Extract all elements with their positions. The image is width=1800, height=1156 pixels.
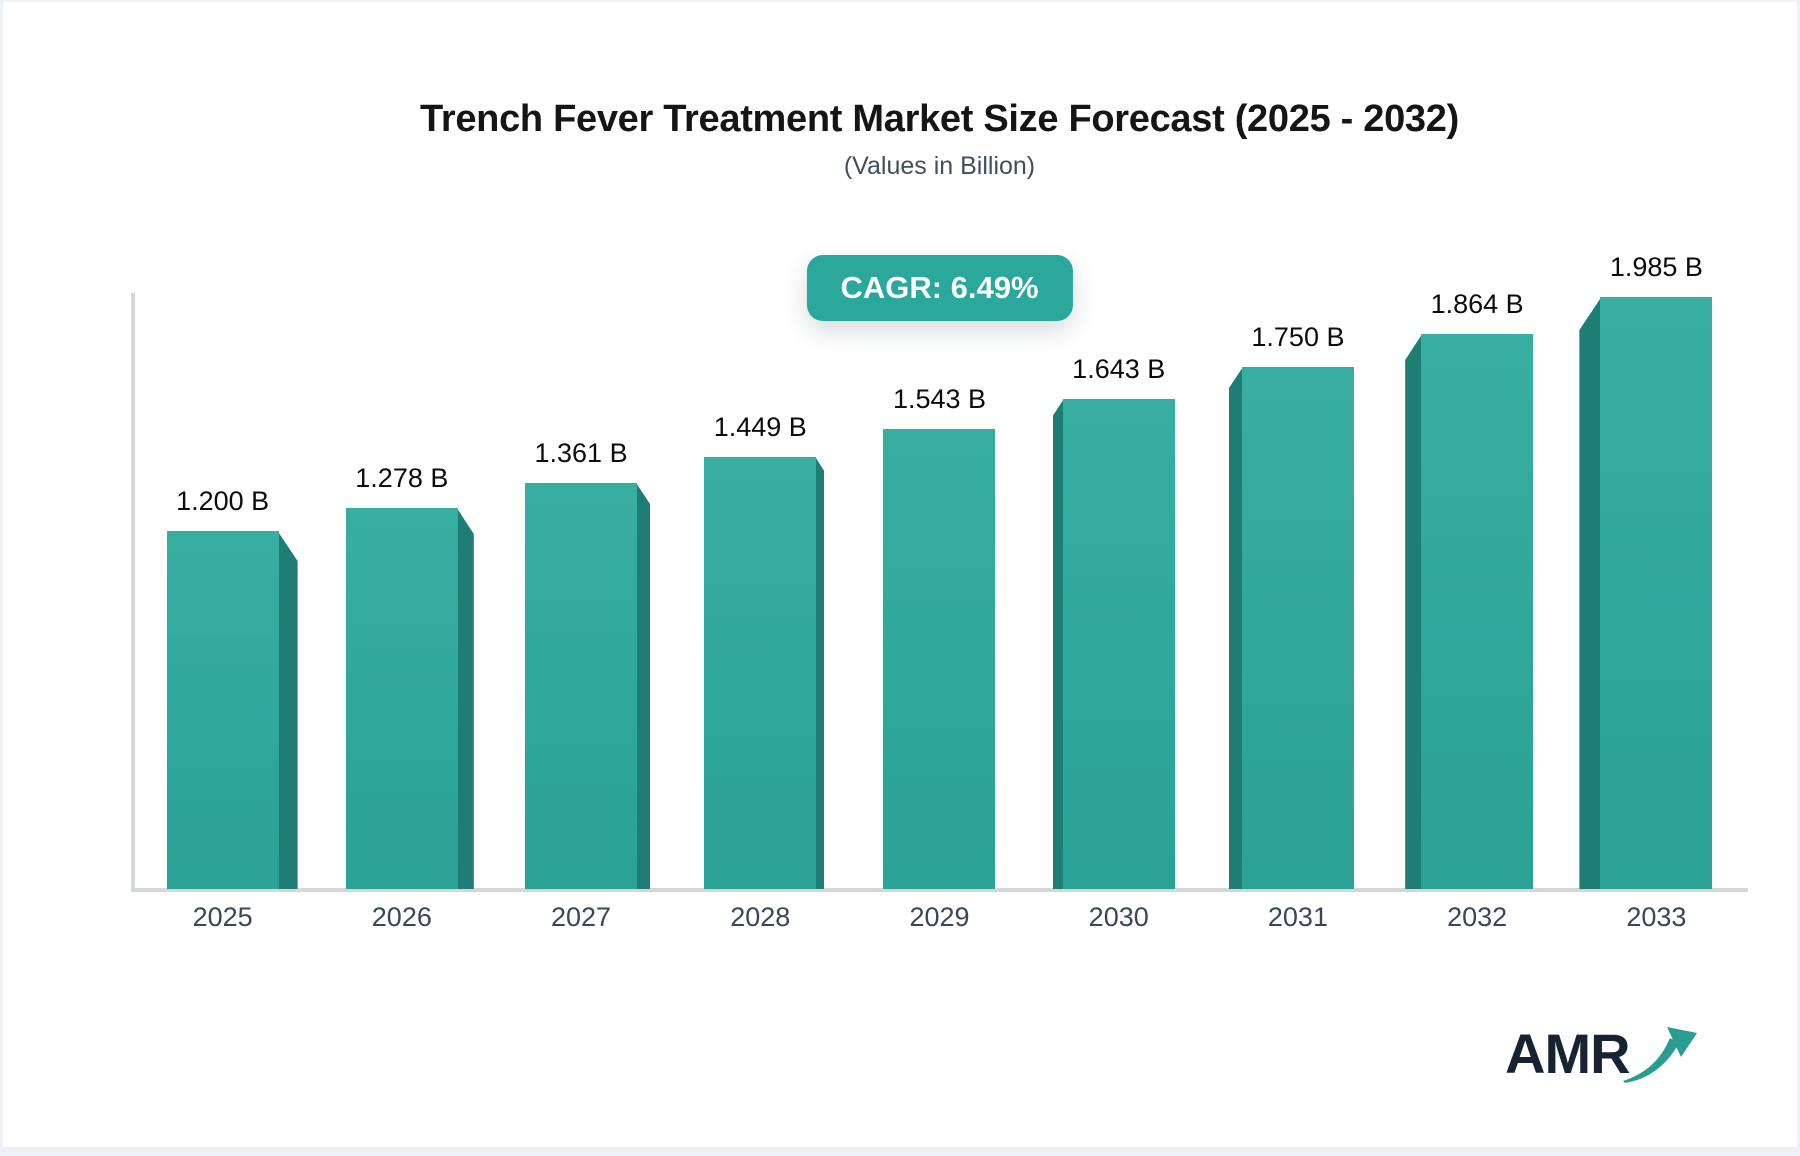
bar-side-2033 [1579, 297, 1602, 889]
bar-side-2028 [815, 457, 825, 889]
amr-logo-arrow-icon [1623, 1027, 1697, 1083]
bar-2027[interactable] [525, 483, 638, 889]
x-tick-2031: 2031 [1267, 902, 1328, 932]
plot-area: 1.200 B 2025 1.278 B 2026 1.361 B 2027 1.449 B… [131, 252, 1748, 932]
bar-2025[interactable] [166, 531, 279, 889]
amr-logo-text: AMR [1505, 1022, 1631, 1085]
bar-2031[interactable] [1241, 367, 1354, 889]
value-label-2032: 1.864 B [1430, 289, 1524, 319]
value-label-2026: 1.278 B [355, 463, 449, 493]
bar-2033[interactable] [1600, 297, 1713, 889]
bar-side-2027 [636, 483, 651, 889]
y-axis-line [131, 293, 135, 889]
x-axis-line [131, 888, 1748, 892]
bar-2030[interactable] [1062, 399, 1175, 889]
cagr-badge: CAGR: 6.49% [806, 255, 1073, 321]
bar-side-2030 [1052, 399, 1064, 889]
value-label-2029: 1.543 B [892, 384, 987, 414]
x-tick-2025: 2025 [192, 902, 253, 932]
arrow-tail [1623, 1038, 1679, 1083]
x-tick-2027: 2027 [551, 902, 612, 932]
amr-logo[interactable]: AMR [1505, 1021, 1697, 1091]
bar-group-2032: 1.864 B 2032 [1388, 289, 1567, 932]
x-tick-2028: 2028 [730, 902, 791, 932]
page-title: Trench Fever Treatment Market Size Forec… [420, 98, 1459, 140]
x-tick-2029: 2029 [909, 902, 970, 932]
bar-side-2025 [277, 531, 298, 889]
bar-side-2032 [1405, 334, 1423, 889]
chart-card: Trench Fever Treatment Market Size Forec… [3, 2, 1797, 1147]
bar-2032[interactable] [1421, 334, 1534, 889]
bar-group-2033: 1.985 B 2033 [1567, 252, 1746, 932]
bar-group-2026: 1.278 B 2026 [312, 293, 491, 932]
value-label-2028: 1.449 B [713, 412, 807, 442]
arrow-head [1667, 1027, 1697, 1057]
value-label-2031: 1.750 B [1251, 322, 1345, 352]
bar-group-2029: 1.543 B 2029 [850, 293, 1029, 932]
bar-group-2028: 1.449 B 2028 [671, 293, 850, 932]
page-subtitle: (Values in Billion) [843, 152, 1036, 180]
bar-group-2031: 1.750 B 2031 [1208, 293, 1387, 932]
value-label-2025: 1.200 B [176, 486, 270, 516]
bar-side-2026 [456, 508, 474, 889]
bar-group-2025: 1.200 B 2025 [133, 293, 312, 932]
x-tick-2030: 2030 [1088, 902, 1149, 932]
value-label-2027: 1.361 B [534, 438, 628, 468]
bar-2028[interactable] [704, 457, 817, 889]
x-tick-2033: 2033 [1626, 902, 1687, 932]
x-tick-2032: 2032 [1447, 902, 1508, 932]
bar-2026[interactable] [345, 508, 458, 889]
value-label-2033: 1.985 B [1609, 252, 1703, 282]
bar-2029[interactable] [883, 429, 996, 889]
bar-group-2027: 1.361 B 2027 [491, 293, 670, 932]
bar-side-2031 [1228, 367, 1243, 889]
x-tick-2026: 2026 [371, 902, 432, 932]
value-label-2030: 1.643 B [1072, 354, 1166, 384]
bar-group-2030: 1.643 B 2030 [1029, 293, 1208, 932]
